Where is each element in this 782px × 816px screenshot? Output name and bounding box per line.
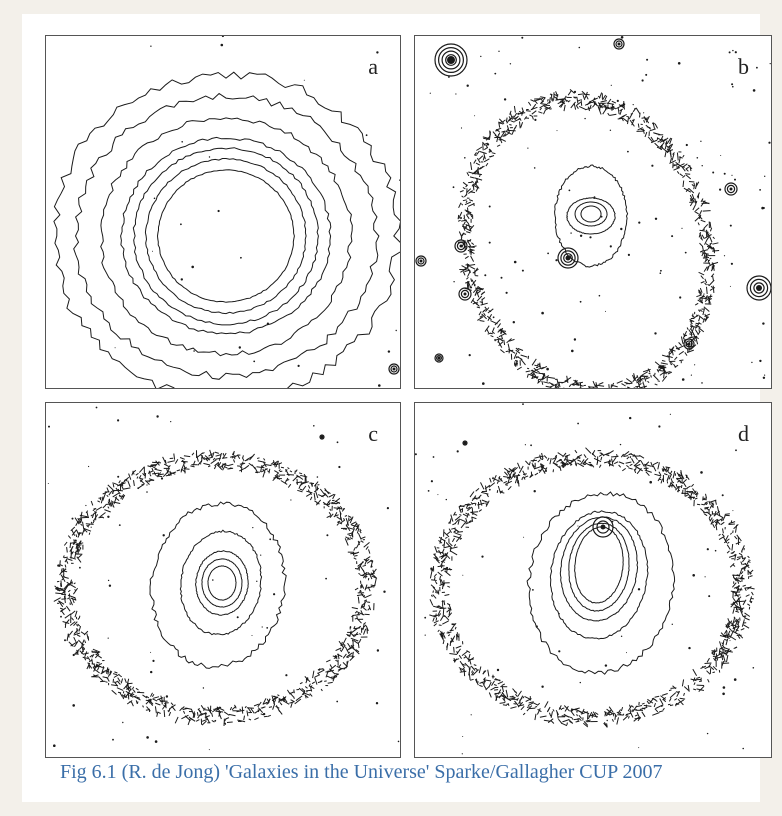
companion-star-b — [557, 247, 579, 269]
panel-label-a: a — [368, 54, 378, 79]
noise-dots-d — [415, 403, 755, 755]
isophote-b-1 — [566, 197, 616, 235]
isophote-a-2 — [100, 117, 353, 357]
outer-ring-b — [457, 89, 720, 388]
panel-label-c: c — [368, 421, 378, 446]
isophote-a-3 — [120, 136, 332, 335]
isophote-a-1 — [73, 92, 380, 380]
isophote-a-5 — [144, 158, 307, 315]
field-star-d-1 — [592, 516, 614, 538]
isophote-a-6 — [156, 169, 295, 303]
contour-panel-a: a — [45, 35, 401, 389]
outer-ring-d — [429, 447, 755, 728]
field-star-b-3 — [458, 287, 472, 301]
isophote-contours-b — [415, 36, 771, 388]
contour-panel-b: b — [414, 35, 772, 389]
isophote-a-4 — [132, 147, 319, 326]
field-star-b-1 — [434, 43, 468, 77]
field-star-b-7 — [434, 353, 444, 363]
isophote-contours-a — [53, 36, 400, 388]
noise-dots-a — [114, 36, 400, 387]
outer-ring-c — [53, 449, 378, 727]
panel-label-b: b — [738, 54, 749, 79]
field-star-b-4 — [746, 275, 771, 301]
figure-caption: Fig 6.1 (R. de Jong) 'Galaxies in the Un… — [60, 761, 663, 783]
field-star-a — [388, 363, 400, 375]
isophote-contours-c — [47, 406, 400, 751]
field-star-c — [319, 434, 325, 440]
isophote-contours-d — [415, 403, 755, 755]
field-star-b-6 — [683, 338, 695, 350]
contour-panel-d: d — [414, 402, 772, 758]
noise-dots-c — [47, 406, 400, 751]
field-star-b-5 — [724, 182, 738, 196]
isophote-d-0 — [526, 491, 676, 675]
isophote-b-3 — [580, 205, 602, 223]
noise-dots-b — [429, 36, 771, 386]
isophote-b-0 — [554, 164, 629, 268]
isophote-b-2 — [574, 201, 608, 227]
isophote-c-2 — [195, 550, 249, 616]
isophote-c-3 — [201, 558, 243, 608]
field-star-b-9 — [613, 38, 625, 50]
isophote-c-0 — [149, 501, 287, 669]
field-star-b-8 — [415, 255, 427, 267]
isophote-d-2 — [559, 516, 639, 622]
isophote-d-4 — [574, 526, 624, 604]
panel-label-d: d — [738, 421, 749, 446]
field-star-b-2 — [454, 239, 468, 253]
isophote-d-1 — [549, 510, 649, 640]
contour-panel-c: c — [45, 402, 401, 758]
isophote-c-4 — [207, 565, 237, 601]
isophote-d-3 — [568, 522, 630, 612]
field-star-d-2 — [462, 440, 468, 446]
isophote-c-1 — [179, 529, 263, 636]
isophote-a-0 — [53, 71, 400, 388]
